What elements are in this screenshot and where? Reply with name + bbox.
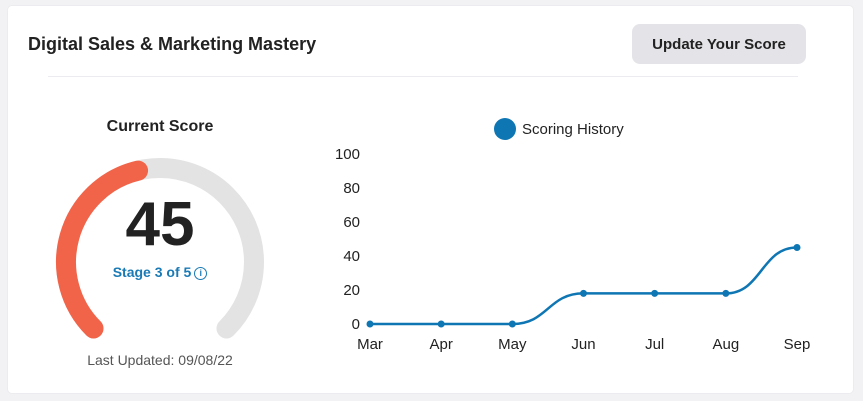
- stage-text: Stage 3 of 5: [112, 264, 192, 280]
- y-tick-label: 0: [352, 316, 360, 333]
- series-line: [369, 246, 798, 326]
- chart-legend: Scoring History: [494, 118, 624, 140]
- y-tick-label: 20: [343, 282, 360, 299]
- y-tick-label: 60: [343, 214, 360, 231]
- legend-marker: [494, 118, 516, 140]
- x-tick-label: Mar: [357, 336, 383, 353]
- x-tick-label: Jun: [571, 336, 595, 353]
- x-tick-label: Apr: [429, 336, 452, 353]
- update-score-button[interactable]: Update Your Score: [632, 24, 806, 64]
- data-point: [793, 244, 801, 251]
- score-gauge: [56, 158, 264, 339]
- header-divider: [48, 76, 798, 77]
- data-point: [580, 289, 587, 297]
- x-tick-label: May: [498, 336, 527, 353]
- x-tick-label: Sep: [784, 336, 811, 353]
- y-tick-label: 80: [343, 180, 360, 197]
- y-tick-label: 100: [335, 146, 360, 163]
- data-point: [437, 320, 445, 328]
- data-point: [366, 320, 374, 328]
- last-updated: Last Updated: 09/08/22: [87, 352, 233, 368]
- score-card: Digital Sales & Marketing Mastery Update…: [8, 6, 853, 393]
- data-point: [722, 289, 730, 297]
- info-icon[interactable]: i: [194, 267, 208, 280]
- data-point: [651, 289, 659, 297]
- x-tick-label: Aug: [712, 336, 739, 353]
- scoring-history-chart: 0 20 40 60 80 100 Mar Apr May Jun Jul Aug Sep: [335, 146, 811, 353]
- y-tick-label: 40: [343, 248, 360, 265]
- gauge-progress-arc: [56, 160, 149, 339]
- score-value: 45: [125, 190, 195, 259]
- data-point: [508, 320, 516, 328]
- current-score-label: Current Score: [106, 118, 214, 135]
- card-title: Digital Sales & Marketing Mastery: [28, 34, 317, 54]
- legend-label: Scoring History: [522, 120, 624, 138]
- x-tick-label: Jul: [645, 336, 664, 353]
